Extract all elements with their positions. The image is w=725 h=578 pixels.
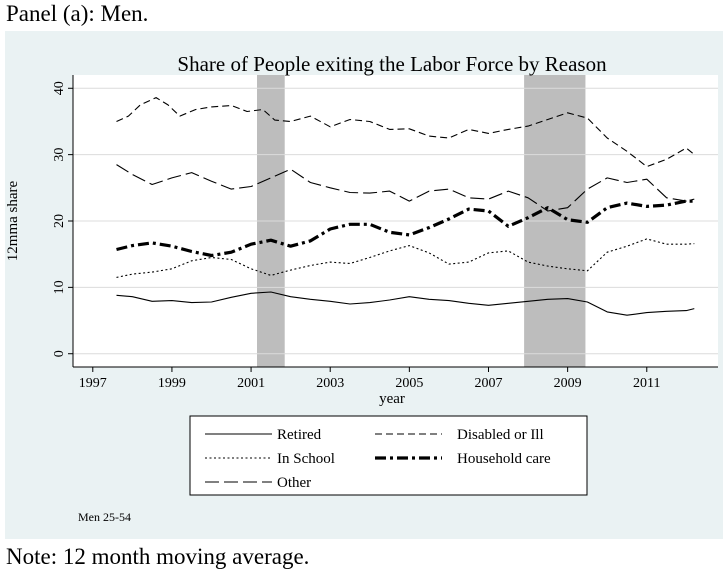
y-tick-label-10: 10 — [52, 280, 67, 294]
chart-figure: 0 10 20 30 40 1997 1999 2001 2003 2005 2007 2009 201… — [5, 31, 723, 539]
legend-label-retired: Retired — [277, 427, 322, 443]
legend-label-in-school: In School — [277, 451, 335, 467]
y-tick-label-0: 0 — [52, 350, 67, 357]
x-tick-label-2009: 2009 — [554, 376, 582, 391]
y-tick-label-30: 30 — [52, 148, 67, 162]
chart-title: Share of People exiting the Labor Force … — [177, 52, 607, 76]
legend: Retired Disabled or Ill In School Household… — [190, 416, 587, 495]
legend-label-disabled-or-ill: Disabled or Ill — [457, 427, 544, 443]
x-tick-label-2005: 2005 — [395, 376, 423, 391]
panel-title: Panel (a): Men. — [6, 0, 148, 28]
x-tick-label-1997: 1997 — [79, 376, 107, 391]
x-tick-label-2001: 2001 — [237, 376, 265, 391]
subset-label: Men 25-54 — [78, 510, 131, 524]
y-tick-label-20: 20 — [52, 214, 67, 228]
legend-label-household-care: Household care — [457, 451, 551, 467]
note-text: Note: 12 month moving average. — [6, 543, 309, 571]
x-tick-label-2007: 2007 — [474, 376, 502, 391]
x-tick-label-2011: 2011 — [633, 376, 660, 391]
y-tick-label-40: 40 — [52, 81, 67, 95]
x-axis-label: year — [379, 391, 405, 407]
x-tick-label-2003: 2003 — [316, 376, 344, 391]
legend-label-other: Other — [277, 475, 311, 491]
x-tick-label-1999: 1999 — [158, 376, 186, 391]
y-axis-label: 12mma share — [5, 180, 21, 261]
